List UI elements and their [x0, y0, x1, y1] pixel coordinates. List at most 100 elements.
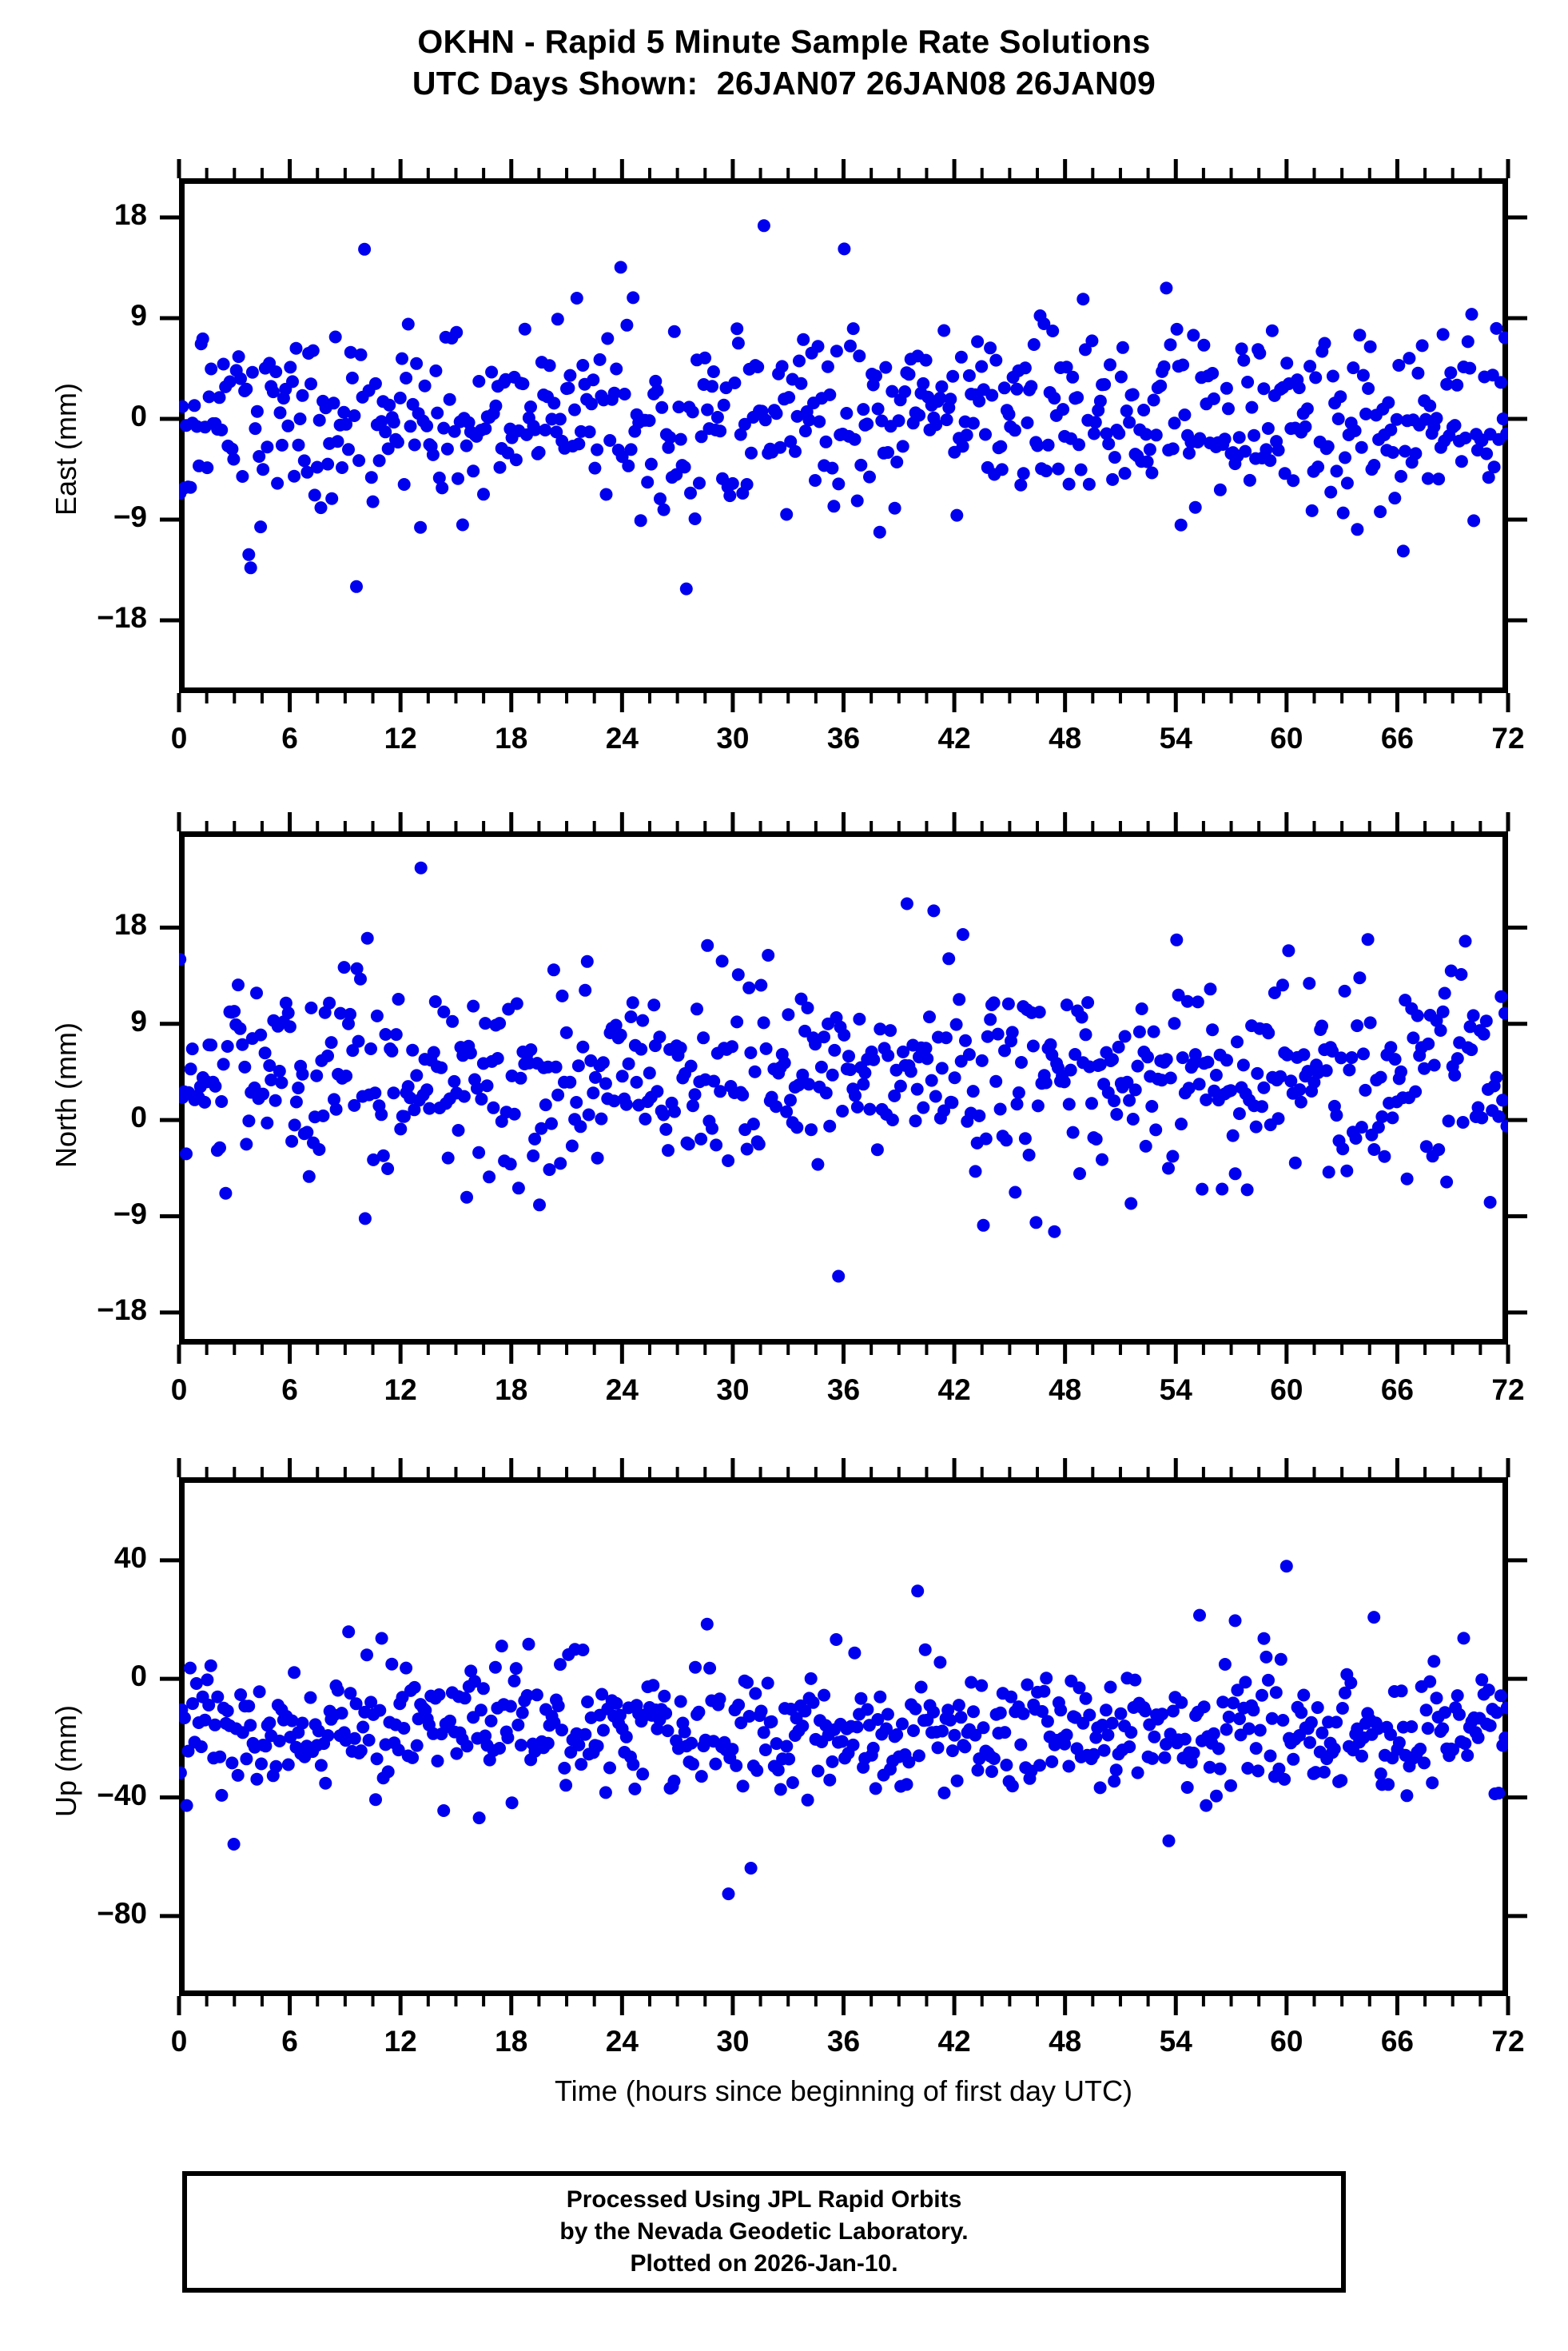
- data-point: [1010, 382, 1024, 396]
- data-point: [917, 377, 930, 390]
- data-point: [1039, 1076, 1053, 1090]
- data-point: [663, 431, 677, 444]
- data-point: [1264, 1749, 1277, 1763]
- data-point: [821, 360, 834, 373]
- data-point: [701, 403, 714, 416]
- data-point: [258, 1046, 272, 1060]
- data-point: [1048, 1225, 1061, 1238]
- data-point: [437, 421, 451, 435]
- data-point: [909, 1114, 922, 1128]
- data-point: [1168, 1017, 1181, 1030]
- data-point: [937, 1104, 951, 1118]
- data-point: [1315, 1019, 1328, 1033]
- data-point: [1102, 437, 1116, 451]
- data-point: [973, 394, 986, 408]
- data-point: [780, 1739, 794, 1753]
- data-point: [196, 332, 209, 345]
- data-point: [985, 389, 999, 402]
- data-point: [1079, 1028, 1092, 1042]
- data-point: [1066, 370, 1080, 384]
- data-point: [1200, 1799, 1213, 1812]
- data-point: [610, 1696, 623, 1710]
- data-point: [937, 1786, 951, 1799]
- data-point: [344, 345, 357, 359]
- data-point: [1382, 396, 1395, 409]
- data-point: [576, 1040, 590, 1054]
- data-point: [1054, 1703, 1068, 1717]
- data-point: [1197, 338, 1211, 352]
- data-point: [302, 1170, 316, 1183]
- data-point: [659, 1707, 673, 1720]
- xtick-label-up-12: 72: [1491, 2025, 1525, 2058]
- data-point: [1156, 1707, 1169, 1721]
- data-point: [1467, 1009, 1480, 1022]
- data-point: [1162, 1162, 1175, 1175]
- data-point: [1382, 1778, 1395, 1791]
- data-point: [874, 1022, 887, 1036]
- data-point: [1040, 464, 1053, 478]
- data-point: [966, 1085, 980, 1098]
- data-point: [809, 474, 822, 487]
- data-point: [761, 1676, 774, 1690]
- data-point: [532, 445, 546, 459]
- data-point: [1093, 1781, 1107, 1795]
- data-point: [1104, 1680, 1117, 1694]
- data-point: [314, 501, 328, 515]
- data-point: [1243, 473, 1256, 487]
- data-point: [204, 1659, 217, 1672]
- data-point: [273, 1065, 286, 1078]
- data-point: [1232, 1107, 1246, 1121]
- xtick-label-north-5: 30: [716, 1373, 750, 1406]
- data-point: [1231, 1684, 1244, 1697]
- data-point: [488, 1660, 502, 1674]
- data-point: [1371, 1121, 1385, 1134]
- data-point: [334, 1006, 347, 1020]
- data-point: [1453, 1707, 1466, 1721]
- data-point: [475, 1093, 488, 1106]
- data-point: [209, 1079, 222, 1093]
- data-point: [588, 461, 602, 475]
- data-point: [954, 1711, 968, 1724]
- data-point: [1074, 463, 1088, 476]
- data-point: [1124, 1726, 1138, 1739]
- data-point: [1128, 1083, 1142, 1097]
- data-point: [706, 365, 720, 378]
- data-point: [639, 1112, 652, 1126]
- data-point: [823, 1773, 837, 1787]
- data-point: [511, 1718, 525, 1731]
- data-point: [477, 488, 490, 501]
- data-point: [1191, 995, 1204, 1009]
- data-point: [1240, 1183, 1254, 1197]
- data-point: [1175, 1118, 1188, 1131]
- data-point: [185, 1042, 199, 1056]
- data-point: [1395, 1065, 1407, 1078]
- data-point: [213, 1141, 226, 1154]
- data-point: [757, 219, 770, 233]
- data-point: [345, 371, 359, 385]
- data-point: [706, 1122, 718, 1135]
- data-point: [397, 1110, 411, 1123]
- data-point: [489, 399, 503, 412]
- data-point: [296, 1067, 309, 1081]
- data-point: [354, 1744, 368, 1758]
- data-point: [745, 446, 758, 460]
- data-point: [863, 1102, 877, 1116]
- data-point: [1017, 467, 1030, 480]
- data-point: [1430, 412, 1443, 425]
- xtick-label-east-2: 12: [384, 722, 417, 755]
- data-point: [1174, 518, 1188, 532]
- data-point: [1096, 1719, 1109, 1731]
- data-point: [634, 514, 647, 528]
- data-point: [589, 1070, 602, 1084]
- data-point: [1392, 359, 1406, 372]
- data-point: [944, 1713, 957, 1727]
- data-point: [595, 1688, 609, 1701]
- data-point: [1280, 357, 1294, 370]
- data-point: [667, 1775, 681, 1787]
- data-point: [832, 477, 846, 491]
- data-point: [232, 350, 245, 364]
- data-point: [231, 1768, 245, 1782]
- data-point: [381, 1765, 395, 1779]
- data-point: [700, 1617, 714, 1631]
- data-point: [1305, 504, 1319, 517]
